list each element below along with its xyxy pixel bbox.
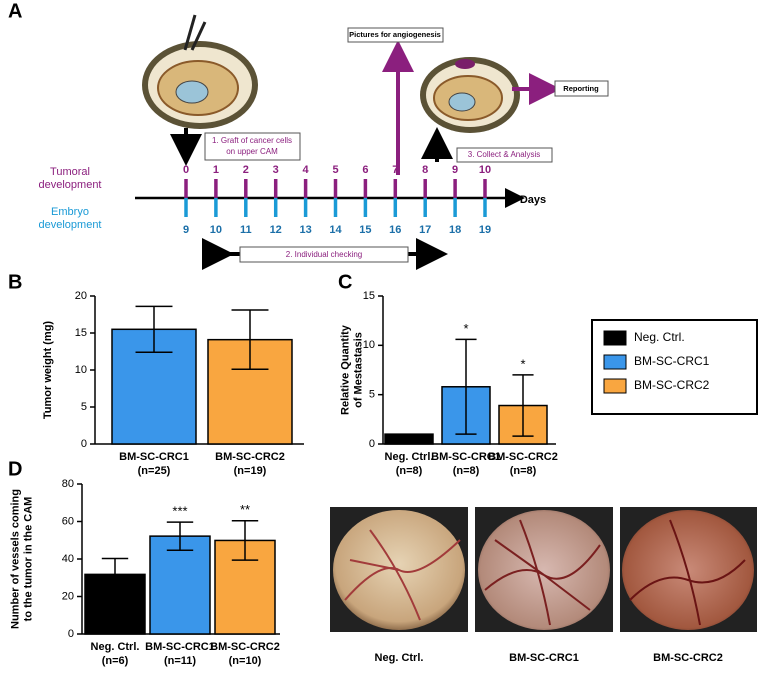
tumoral-day: 3 — [273, 164, 279, 176]
embryo-day: 16 — [389, 224, 401, 236]
axis-label: Days — [520, 194, 546, 206]
sample-size: (n=8) — [396, 465, 423, 477]
tumoral-day: 5 — [332, 164, 338, 176]
significance: *** — [172, 504, 187, 519]
x-tick-label: Neg. Ctrl. — [385, 451, 434, 463]
sample-size: (n=6) — [102, 655, 129, 667]
y-tick-label: 0 — [81, 438, 87, 450]
y-tick-label: 60 — [62, 515, 74, 527]
significance: * — [520, 356, 525, 371]
y-tick-label: 80 — [62, 478, 74, 490]
embryo-label: Embryo — [51, 206, 89, 218]
photo-caption: Neg. Ctrl. — [375, 652, 424, 664]
embryo-day: 9 — [183, 224, 189, 236]
panel-label: A — [8, 0, 22, 22]
y-axis-label: Number of vessels coming — [9, 489, 21, 629]
y-tick-label: 5 — [81, 401, 87, 413]
box — [554, 80, 609, 97]
embryo-day: 10 — [210, 224, 222, 236]
y-tick-label: 20 — [75, 290, 87, 302]
embryo-day: 18 — [449, 224, 461, 236]
embryo-day: 14 — [329, 224, 342, 236]
box — [204, 132, 301, 161]
step-text: 2. Individual checking — [286, 250, 363, 259]
sample-size: (n=19) — [234, 465, 267, 477]
box — [239, 246, 409, 263]
sample-size: (n=25) — [138, 465, 171, 477]
significance: * — [463, 321, 468, 336]
panel-label: B — [8, 271, 22, 293]
tumoral-day: 8 — [422, 164, 428, 176]
tumoral-day: 6 — [362, 164, 368, 176]
step-text: on upper CAM — [226, 147, 278, 156]
embryo-label: development — [39, 219, 102, 231]
legend-entry: Neg. Ctrl. — [634, 330, 685, 344]
legend-swatch — [603, 378, 627, 394]
embryo-day: 19 — [479, 224, 491, 236]
embryo-day: 15 — [359, 224, 371, 236]
y-axis-label: Relative Quantity — [339, 324, 351, 415]
box — [347, 27, 444, 43]
y-tick-label: 5 — [369, 389, 375, 401]
x-tick-label: BM-SC-CRC2 — [215, 451, 285, 463]
embryo-day: 11 — [240, 224, 252, 236]
photo-caption: BM-SC-CRC1 — [509, 652, 579, 664]
box-text: Pictures for angiogenesis — [349, 30, 441, 39]
sample-size: (n=11) — [164, 655, 196, 667]
y-tick-label: 40 — [62, 553, 74, 565]
x-tick-label: BM-SC-CRC1 — [119, 451, 189, 463]
bar — [384, 433, 434, 445]
photos — [330, 507, 757, 632]
tumoral-day: 2 — [243, 164, 249, 176]
x-tick-label: BM-SC-CRC2 — [210, 641, 280, 653]
sample-size: (n=8) — [453, 465, 480, 477]
y-tick-label: 0 — [68, 628, 74, 640]
step-text: 1. Graft of cancer cells — [212, 136, 292, 145]
tumoral-day: 4 — [303, 164, 310, 176]
y-axis-label: of Mestastasis — [352, 332, 364, 408]
tumoral-label: Tumoral — [50, 166, 90, 178]
legend-entry: BM-SC-CRC2 — [634, 378, 710, 392]
y-tick-label: 20 — [62, 590, 74, 602]
y-axis-label: to the tumor in the CAM — [22, 497, 34, 622]
tumoral-day: 7 — [392, 164, 398, 176]
y-tick-label: 10 — [363, 339, 375, 351]
significance: ** — [240, 502, 250, 517]
tumoral-day: 10 — [479, 164, 491, 176]
tumoral-day: 1 — [213, 164, 219, 176]
embryo-day: 17 — [419, 224, 431, 236]
photo-caption: BM-SC-CRC2 — [653, 652, 723, 664]
tumoral-label: development — [39, 179, 102, 191]
panel-label: C — [338, 271, 352, 293]
embryo-day: 13 — [299, 224, 311, 236]
panel-label: D — [8, 458, 22, 480]
sample-size: (n=8) — [510, 465, 537, 477]
y-tick-label: 15 — [363, 290, 375, 302]
tumoral-day: 9 — [452, 164, 458, 176]
y-tick-label: 0 — [369, 438, 375, 450]
x-tick-label: BM-SC-CRC1 — [431, 451, 501, 463]
sample-size: (n=10) — [229, 655, 262, 667]
bar — [149, 535, 211, 635]
x-tick-label: Neg. Ctrl. — [91, 641, 140, 653]
tumoral-day: 0 — [183, 164, 189, 176]
step-text: 3. Collect & Analysis — [468, 150, 540, 159]
box-text: Reporting — [563, 84, 599, 93]
legend-swatch — [603, 354, 627, 370]
x-tick-label: BM-SC-CRC2 — [488, 451, 558, 463]
legend-entry: BM-SC-CRC1 — [634, 354, 710, 368]
y-tick-label: 15 — [75, 327, 87, 339]
legend-swatch — [603, 330, 627, 346]
box — [456, 147, 553, 163]
embryo-day: 12 — [270, 224, 282, 236]
y-axis-label: Tumor weight (mg) — [42, 321, 54, 420]
x-tick-label: BM-SC-CRC1 — [145, 641, 215, 653]
egg-illustration — [142, 14, 520, 133]
y-tick-label: 10 — [75, 364, 87, 376]
